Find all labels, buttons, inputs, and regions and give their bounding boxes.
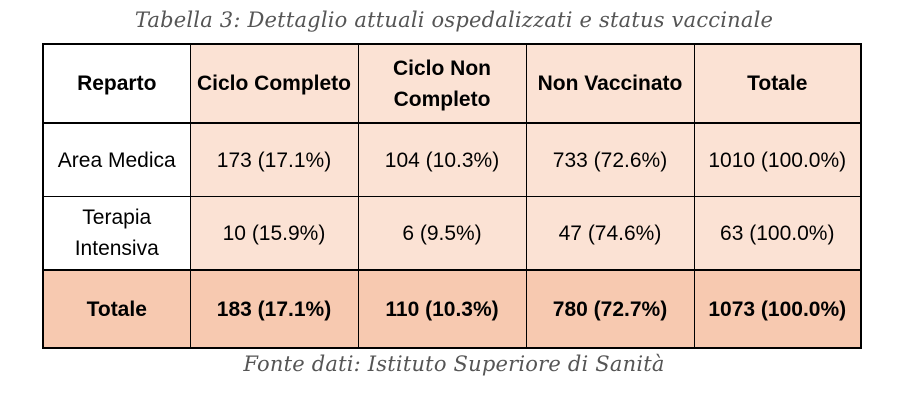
header-non-vaccinato: Non Vaccinato bbox=[525, 43, 695, 124]
table-cell: 10 (15.9%) bbox=[189, 196, 359, 271]
table-total-row: Totale 183 (17.1%) 110 (10.3%) 780 (72.7… bbox=[42, 269, 862, 349]
source-note: Fonte dati: Istituto Superiore di Sanità bbox=[243, 352, 665, 376]
table-cell: 183 (17.1%) bbox=[189, 269, 359, 349]
table-cell: 173 (17.1%) bbox=[189, 122, 359, 197]
header-totale: Totale bbox=[693, 43, 862, 124]
table-cell: 6 (9.5%) bbox=[357, 196, 527, 271]
table-cell: 733 (72.6%) bbox=[525, 122, 695, 197]
row-label-area-medica: Area Medica bbox=[42, 122, 191, 197]
table-cell: 1073 (100.0%) bbox=[693, 269, 862, 349]
table-cell: 110 (10.3%) bbox=[357, 269, 527, 349]
table-cell: 104 (10.3%) bbox=[357, 122, 527, 197]
table-row: Area Medica 173 (17.1%) 104 (10.3%) 733 … bbox=[42, 122, 862, 197]
table-cell: 1010 (100.0%) bbox=[693, 122, 862, 197]
table-caption: Tabella 3: Dettaglio attuali ospedalizza… bbox=[134, 8, 774, 32]
table-header-row: Reparto Ciclo Completo Ciclo Non Complet… bbox=[42, 43, 862, 124]
header-reparto: Reparto bbox=[42, 43, 191, 124]
header-ciclo-completo: Ciclo Completo bbox=[189, 43, 359, 124]
table-cell: 47 (74.6%) bbox=[525, 196, 695, 271]
table-row: Terapia Intensiva 10 (15.9%) 6 (9.5%) 47… bbox=[42, 196, 862, 271]
header-ciclo-non-completo: Ciclo Non Completo bbox=[357, 43, 527, 124]
hospitalization-table: Reparto Ciclo Completo Ciclo Non Complet… bbox=[42, 43, 862, 349]
table-cell: 63 (100.0%) bbox=[693, 196, 862, 271]
row-label-terapia-intensiva: Terapia Intensiva bbox=[42, 196, 191, 271]
table-cell: 780 (72.7%) bbox=[525, 269, 695, 349]
row-label-totale: Totale bbox=[42, 269, 191, 349]
